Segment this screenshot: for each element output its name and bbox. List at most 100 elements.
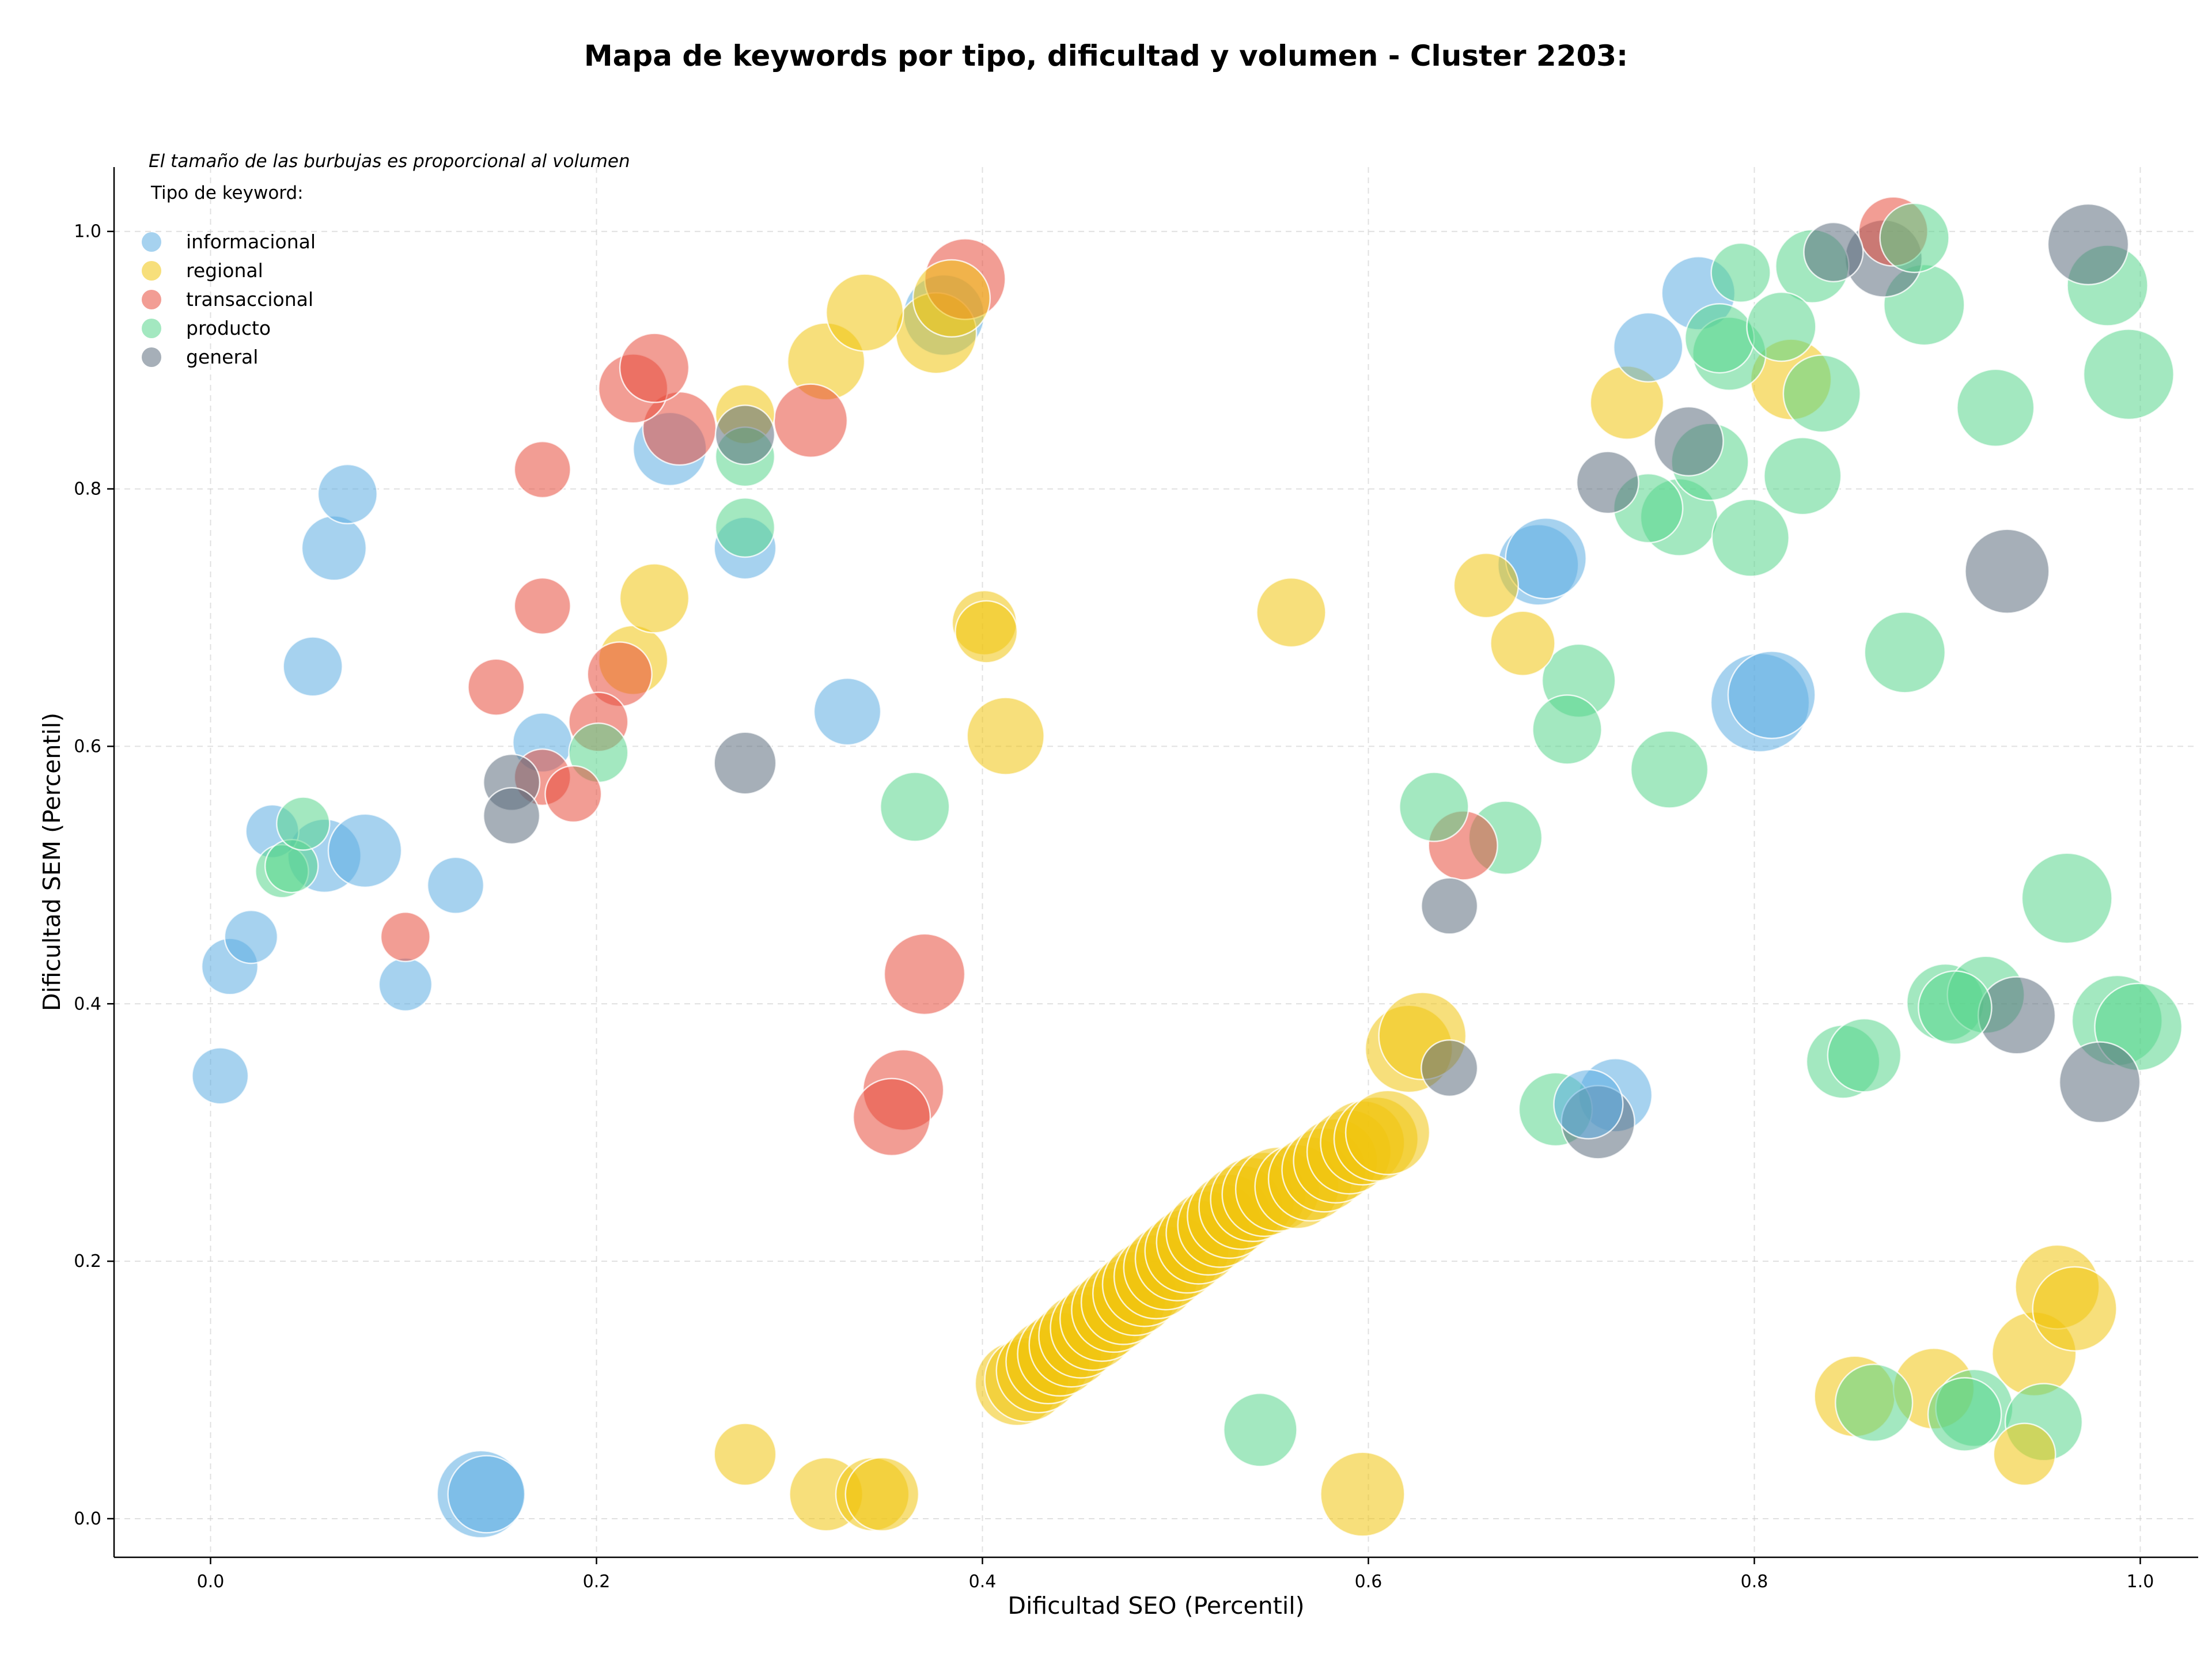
bubble-producto [1827,1017,1902,1093]
bubble-transaccional [544,765,603,823]
x-tick-label: 0.6 [1355,1572,1382,1592]
bubble-size-note: El tamaño de las burbujas es proporciona… [149,151,630,172]
bubble-layer [191,196,2183,1539]
legend-label-producto: producto [186,317,271,339]
bubble-producto [1746,291,1817,362]
bubble-transaccional [773,383,849,458]
bubble-producto [1223,1392,1298,1467]
bubble-general [1964,528,2050,614]
y-tick-label: 0.8 [74,479,101,500]
bubble-informacional [224,909,279,964]
legend-marker-producto [142,319,161,338]
bubble-general [714,404,776,466]
bubble-transaccional [380,911,431,963]
bubble-transaccional [467,658,525,716]
bubble-producto [1763,437,1842,516]
x-tick-label: 0.2 [583,1572,611,1592]
bubble-producto [2021,852,2113,944]
bubble-informacional [282,636,343,697]
bubble-informacional [191,1047,249,1105]
bubble-general [1421,877,1479,935]
bubble-general [1421,1039,1479,1098]
bubble-general [2058,1041,2141,1123]
axes [113,167,2198,1558]
bubble-producto [880,771,950,842]
y-tick-label: 0.4 [74,994,101,1014]
bubble-producto [2082,328,2175,421]
bubble-producto [1927,1377,2002,1452]
legend: Tipo de keyword: informacional regional tr… [142,183,316,368]
bubble-informacional [327,813,403,888]
legend-label-general: general [186,346,258,368]
bubble-transaccional [513,577,571,635]
bubble-general [483,786,541,845]
bubble-producto [1956,368,2035,447]
bubble-producto [1399,771,1469,842]
bubble-regional [619,563,690,634]
bubble-producto [276,796,331,851]
bubble-general [2047,203,2130,286]
x-tick-label: 0.4 [969,1572,997,1592]
bubble-informacional [378,957,433,1012]
bubble-regional [1344,1089,1431,1175]
y-tick-label: 0.0 [74,1509,101,1529]
x-axis-label: Dificultad SEO (Percentil) [1007,1592,1304,1620]
bubble-regional [2032,1266,2118,1352]
legend-marker-general [142,347,161,367]
legend-marker-transaccional [142,290,161,309]
y-tick-label: 0.6 [74,736,101,756]
bubble-regional [825,273,904,352]
bubble-producto [1863,611,1946,694]
bubble-regional [912,259,991,338]
ticks: 0.0 0.2 0.4 0.6 0.8 1.0 0.0 0.2 0.4 0.6 0.8 1.0 [74,222,2154,1592]
bubble-producto [1684,302,1755,374]
legend-label-transaccional: transaccional [186,288,313,311]
bubble-general [713,731,777,795]
grid [114,167,2198,1557]
bubble-informacional [813,677,882,746]
bubble-general [1575,451,1639,514]
bubble-producto [1630,730,1709,809]
bubble-producto [1879,202,1950,274]
bubble-producto [1782,354,1861,433]
bubble-producto [1710,242,1771,303]
bubble-informacional [447,1455,526,1534]
y-axis-label: Dificultad SEM (Percentil) [38,713,66,1011]
bubble-regional [1453,552,1520,619]
bubble-transaccional [513,440,571,499]
bubble-producto [1532,694,1603,765]
bubble-regional [1993,1422,2056,1486]
bubble-transaccional [852,1077,931,1157]
bubble-producto [714,497,776,558]
y-tick-label: 1.0 [74,222,101,242]
bubble-informacional [317,463,378,525]
bubble-regional [844,1456,920,1532]
bubble-transaccional [883,933,966,1016]
bubble-informacional [1613,312,1684,383]
legend-label-informacional: informacional [186,230,316,253]
bubble-general [1653,406,1724,477]
bubble-producto [1835,1363,1914,1443]
legend-title: Tipo de keyword: [150,183,304,203]
x-tick-label: 1.0 [2127,1572,2154,1592]
bubble-regional [1490,610,1556,676]
bubble-general [1803,221,1864,283]
bubble-regional [966,697,1045,775]
bubble-informacional [301,515,368,581]
bubble-informacional [1553,1069,1624,1140]
chart-title: Mapa de keywords por tipo, dificultad y … [584,39,1628,73]
bubble-informacional [426,856,485,914]
bubble-regional [713,1422,777,1486]
bubble-regional [1256,577,1327,648]
x-tick-label: 0.0 [197,1572,225,1592]
bubble-regional [955,600,1018,664]
y-tick-label: 0.2 [74,1251,101,1272]
bubble-producto [1711,498,1790,577]
legend-label-regional: regional [186,259,263,282]
x-tick-label: 0.8 [1741,1572,1768,1592]
bubble-regional [1320,1451,1406,1537]
bubble-informacional [1505,517,1587,600]
legend-marker-informacional [142,232,161,252]
bubble-transaccional [619,332,690,403]
